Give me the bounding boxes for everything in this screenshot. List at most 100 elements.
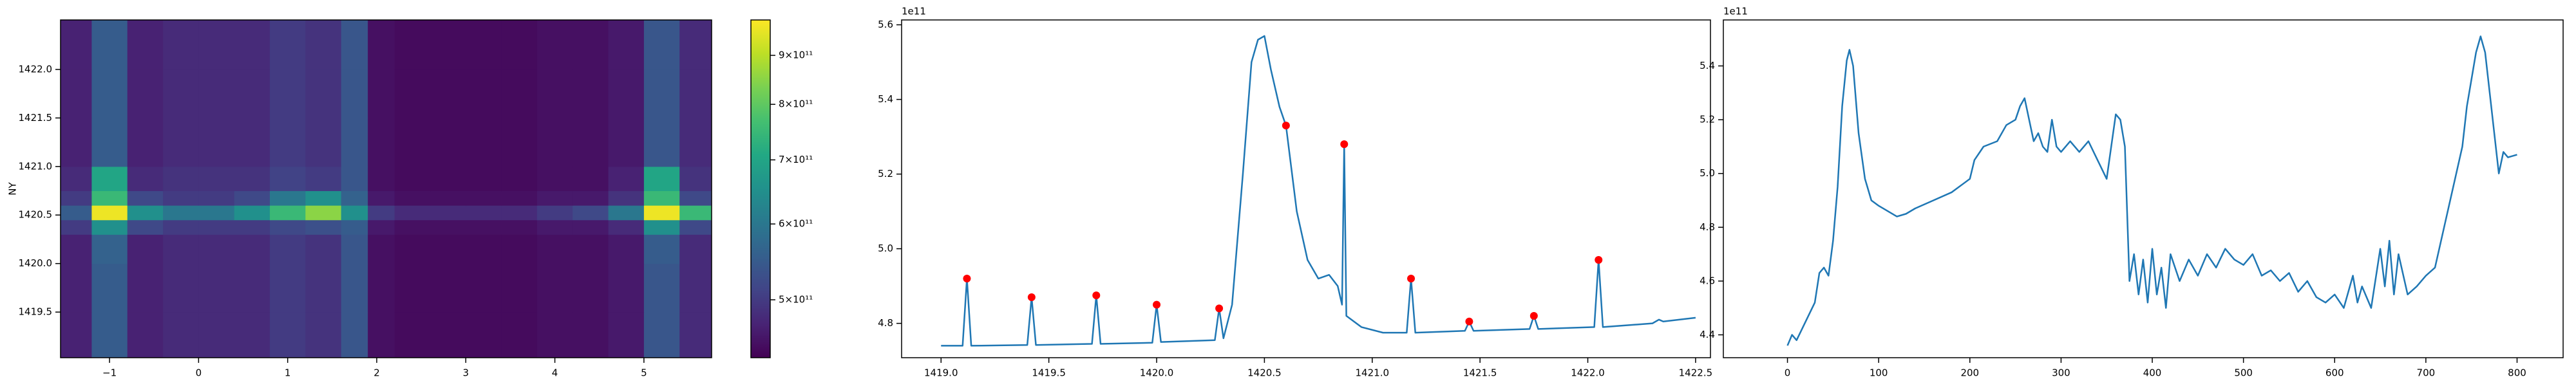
peak-marker — [1153, 300, 1161, 309]
heatmap-cell — [61, 312, 92, 358]
x-tick-label: 1421.5 — [1463, 367, 1497, 379]
offset-text: 1e11 — [1723, 6, 1748, 17]
heatmap-cell — [430, 234, 466, 264]
heatmap-cell — [679, 69, 712, 118]
x-tick-label: 4 — [552, 367, 558, 379]
colorbar-tick-label: 9×10¹¹ — [779, 50, 813, 61]
x-tick-label: 600 — [2325, 367, 2344, 379]
heatmap-cell — [608, 190, 645, 206]
heatmap-cell — [305, 263, 342, 313]
heatmap-cell — [127, 190, 164, 206]
heatmap-cell — [368, 166, 395, 192]
heatmap-cell — [573, 205, 609, 221]
heatmap-cell — [573, 20, 609, 70]
peak-marker — [1282, 122, 1290, 130]
heatmap-cell — [305, 166, 342, 192]
heatmap-cell — [127, 69, 164, 118]
x-tick-label: 1419.0 — [924, 367, 958, 379]
heatmap-cell — [536, 20, 573, 70]
colorbar-tick-label: 6×10¹¹ — [779, 218, 813, 230]
heatmap-cell — [127, 166, 164, 192]
x-tick-label: 0 — [196, 367, 202, 379]
heatmap-cell — [341, 205, 368, 221]
heatmap-cell — [501, 263, 538, 313]
heatmap-cell — [466, 234, 502, 264]
heatmap-cell — [679, 118, 712, 167]
heatmap-cell — [501, 219, 538, 235]
heatmap-cell — [163, 69, 199, 118]
heatmap-cell — [643, 234, 680, 264]
y-tick-label: 5.4 — [878, 93, 893, 105]
heatmap-cell — [127, 263, 164, 313]
y-tick-label: 1419.5 — [19, 306, 53, 318]
colorbar-tick-label: 5×10¹¹ — [779, 293, 813, 305]
heatmap-cell — [501, 166, 538, 192]
heatmap-cell — [573, 263, 609, 313]
heatmap-cell — [368, 312, 395, 358]
heatmap-cell — [501, 205, 538, 221]
heatmap-cell — [368, 69, 395, 118]
heatmap-cell — [234, 118, 270, 167]
x-tick-label: 1 — [285, 367, 291, 379]
x-tick-label: 700 — [2417, 367, 2436, 379]
heatmap-cell — [341, 166, 368, 192]
heatmap-cell — [466, 205, 502, 221]
heatmap-cell — [91, 20, 128, 70]
heatmap-cell — [163, 312, 199, 358]
peak-marker — [1027, 293, 1036, 302]
heatmap-cell — [608, 166, 645, 192]
heatmap-cell — [91, 69, 128, 118]
heatmap-cell — [61, 118, 92, 167]
x-tick-label: 800 — [2508, 367, 2526, 379]
heatmap-cell — [91, 263, 128, 313]
peak-marker — [1092, 291, 1101, 300]
y-tick-label: 5.0 — [878, 243, 893, 254]
heatmap-cell — [270, 312, 306, 358]
heatmap-cell — [536, 312, 573, 358]
heatmap-cell — [394, 234, 431, 264]
heatmap-cell — [466, 263, 502, 313]
heatmap-cell — [368, 20, 395, 70]
heatmap-cell — [608, 205, 645, 221]
heatmap-cell — [501, 234, 538, 264]
heatmap-cell — [127, 20, 164, 70]
heatmap-cell — [341, 234, 368, 264]
heatmap-cell — [394, 263, 431, 313]
heatmap-cell — [430, 118, 466, 167]
heatmap-cell — [430, 312, 466, 358]
heatmap-cell — [679, 312, 712, 358]
x-tick-label: 400 — [2143, 367, 2162, 379]
colorbar-tick-label: 8×10¹¹ — [779, 98, 813, 110]
heatmap-cell — [305, 219, 342, 235]
heatmap-cell — [643, 205, 680, 221]
heatmap-cell — [91, 234, 128, 264]
x-tick-label: 5 — [641, 367, 647, 379]
heatmap-cell — [368, 219, 395, 235]
heatmap-cell — [679, 166, 712, 192]
heatmap-cell — [368, 234, 395, 264]
heatmap-cell — [91, 166, 128, 192]
heatmap-cell — [608, 118, 645, 167]
x-tick-label: 1419.5 — [1032, 367, 1066, 379]
heatmap-cell — [198, 219, 235, 235]
heatmap-cell — [573, 166, 609, 192]
heatmap-cell — [368, 263, 395, 313]
heatmap-cell — [501, 190, 538, 206]
colorbar-tick-label: 7×10¹¹ — [779, 154, 813, 165]
heatmap-cell — [341, 118, 368, 167]
heatmap-cell — [466, 118, 502, 167]
heatmap-cell — [270, 205, 306, 221]
x-tick-label: 1422.0 — [1571, 367, 1605, 379]
heatmap-cell — [679, 263, 712, 313]
peak-marker — [1407, 275, 1416, 283]
heatmap-cell — [270, 166, 306, 192]
heatmap-cell — [270, 20, 306, 70]
heatmap-cell — [573, 312, 609, 358]
heatmap-cell — [501, 118, 538, 167]
heatmap-cell — [394, 219, 431, 235]
x-tick-label: 300 — [2052, 367, 2070, 379]
heatmap-cell — [198, 118, 235, 167]
heatmap-cell — [608, 20, 645, 70]
heatmap-cell — [127, 234, 164, 264]
heatmap-cell — [679, 219, 712, 235]
